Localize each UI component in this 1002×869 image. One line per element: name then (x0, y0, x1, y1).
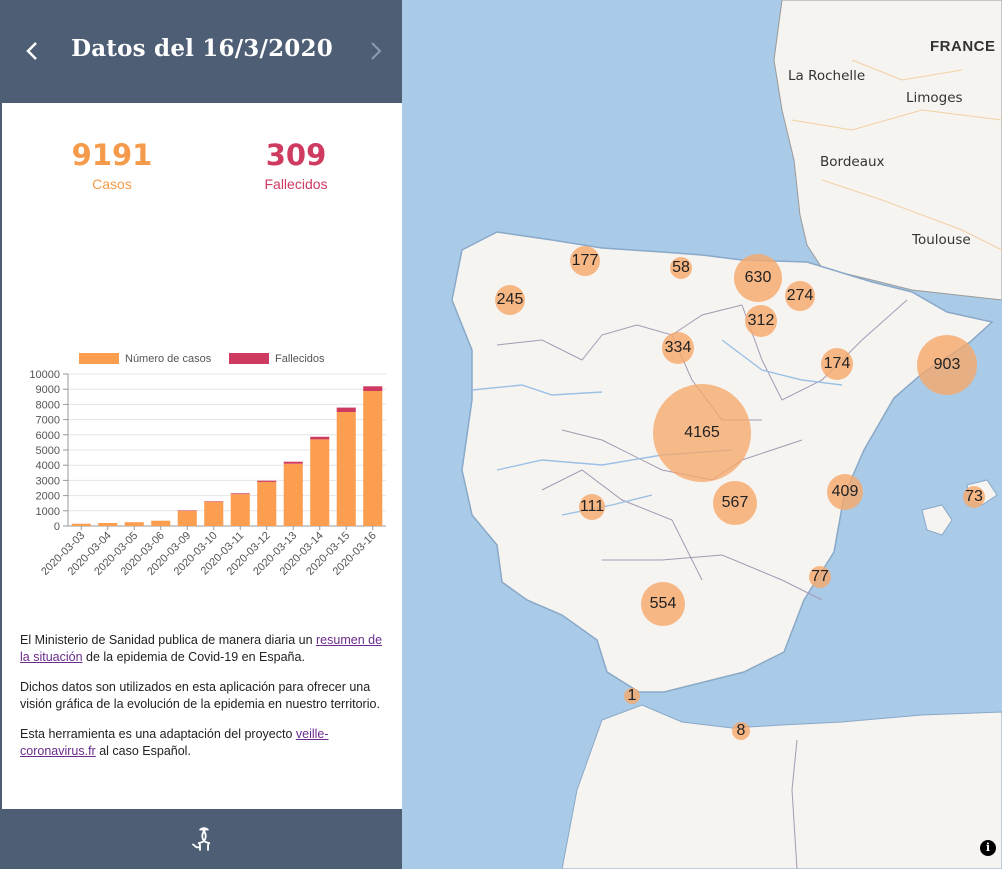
bar (310, 436, 330, 440)
region-bubble[interactable]: 334 (662, 332, 694, 364)
y-tick-label: 2000 (36, 491, 60, 503)
region-bubble[interactable]: 58 (670, 257, 692, 279)
chevron-left-icon (26, 42, 37, 60)
description-text: El Ministerio de Sanidad publica de mane… (20, 632, 390, 773)
y-tick-label: 10000 (29, 369, 60, 381)
bar (124, 522, 144, 526)
spain-map[interactable]: FRANCE La Rochelle Limoges Bordeaux Toul… (402, 0, 1002, 869)
bar (257, 480, 277, 482)
region-bubble[interactable]: 274 (785, 281, 815, 311)
paragraph-1-text: El Ministerio de Sanidad publica de mane… (20, 633, 317, 647)
y-tick-label: 0 (54, 521, 60, 533)
cases-bar-chart: Número de casos Fallecidos 0 1000 2000 3000 40… (29, 353, 386, 578)
region-bubble[interactable]: 73 (963, 486, 985, 508)
y-tick-label: 1000 (36, 506, 60, 518)
veille-coronavirus-link[interactable]: veille-coronavirus.fr (20, 727, 329, 758)
deaths-stat: 309 Fallecidos (216, 138, 376, 192)
bar (310, 439, 330, 526)
side-panel: Datos del 16/3/2020 9191 Casos 309 Falle… (0, 0, 402, 869)
bar (71, 523, 91, 526)
region-bubble[interactable]: 4165 (653, 384, 751, 482)
region-bubble[interactable]: 567 (713, 481, 757, 525)
paragraph-2: Dichos datos son utilizados en esta apli… (20, 680, 380, 711)
chevron-right-icon (371, 42, 382, 60)
region-bubble[interactable]: 111 (579, 494, 605, 520)
bar (230, 494, 250, 526)
github-icon (192, 827, 211, 851)
paragraph-3-text: Esta herramienta es una adaptación del p… (20, 727, 296, 741)
bar (257, 481, 277, 526)
region-bubble[interactable]: 409 (827, 474, 863, 510)
bar (204, 501, 224, 526)
bar (98, 522, 118, 526)
city-toulouse: Toulouse (912, 232, 971, 248)
y-tick-label: 3000 (36, 475, 60, 487)
header-bar: Datos del 16/3/2020 (2, 0, 402, 103)
previous-day-button[interactable] (22, 37, 44, 65)
bar (283, 463, 303, 526)
y-tick-label: 6000 (36, 430, 60, 442)
paragraph-3-text-end: al caso Español. (95, 744, 191, 758)
cases-label: Casos (92, 176, 132, 192)
bar (336, 407, 356, 412)
y-tick-label: 5000 (36, 445, 60, 457)
region-bubble[interactable]: 1 (624, 687, 640, 704)
city-la-rochelle: La Rochelle (788, 68, 866, 84)
city-limoges: Limoges (906, 90, 963, 106)
deaths-label: Fallecidos (264, 176, 328, 192)
paragraph-3: Esta herramienta es una adaptación del p… (20, 726, 390, 760)
region-bubble[interactable]: 903 (917, 335, 977, 395)
region-bubble[interactable]: 174 (821, 348, 853, 380)
info-icon[interactable]: i (980, 840, 996, 856)
paragraph-1-text-end: de la epidemia de Covid-19 en España. (82, 650, 305, 664)
bar (204, 501, 224, 502)
deaths-value: 309 (265, 138, 327, 172)
bar (336, 412, 356, 526)
bar (363, 390, 383, 526)
france-label: FRANCE (930, 38, 996, 55)
summary-link[interactable]: resumen de la situación (20, 633, 383, 664)
page-title: Datos del 16/3/2020 (71, 35, 333, 62)
city-bordeaux: Bordeaux (820, 154, 885, 170)
region-bubble[interactable]: 245 (495, 285, 525, 315)
legend-label: Número de casos (125, 353, 212, 365)
cases-value: 9191 (71, 138, 153, 172)
next-day-button[interactable] (366, 37, 388, 65)
bar (177, 510, 197, 511)
paragraph-1: El Ministerio de Sanidad publica de mane… (20, 632, 390, 666)
region-bubble[interactable]: 554 (641, 582, 685, 626)
y-tick-label: 7000 (36, 415, 60, 427)
footer-bar (2, 809, 402, 869)
github-link[interactable] (192, 825, 216, 851)
region-bubble[interactable]: 8 (732, 722, 750, 740)
region-bubble[interactable]: 312 (745, 305, 777, 337)
region-bubble[interactable]: 630 (734, 254, 782, 302)
cases-stat: 9191 Casos (32, 138, 192, 192)
legend-label: Fallecidos (275, 353, 325, 365)
bar (230, 493, 250, 495)
y-tick-label: 9000 (36, 384, 60, 396)
y-tick-label: 8000 (36, 399, 60, 411)
bar (151, 520, 171, 526)
bar (363, 386, 383, 391)
region-bubble[interactable]: 177 (570, 246, 600, 276)
region-bubble[interactable]: 77 (809, 566, 831, 588)
bar (283, 461, 303, 464)
legend-swatch (79, 353, 119, 364)
legend-swatch (229, 353, 269, 364)
bar (177, 510, 197, 526)
y-tick-label: 4000 (36, 460, 60, 472)
